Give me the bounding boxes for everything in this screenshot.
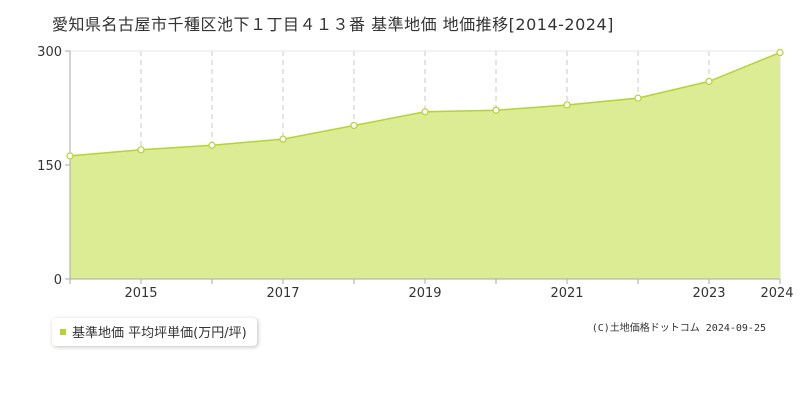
x-tick-label: 2015	[124, 286, 157, 301]
tick-labels: 0 150 300 2015 2017 2019 2021 2023 2024	[37, 45, 793, 301]
x-tick-label: 2021	[550, 286, 583, 301]
series-markers	[66, 48, 784, 160]
x-tick-label: 2019	[408, 286, 441, 301]
data-point	[137, 146, 145, 154]
y-tick-label: 300	[37, 45, 62, 60]
data-point	[705, 77, 713, 86]
legend-label: 基準地価 平均坪単価(万円/坪)	[72, 326, 247, 341]
y-tick-label: 150	[37, 159, 62, 174]
chart-title: 愛知県名古屋市千種区池下１丁目４１３番 基準地価 地価推移[2014-2024]	[52, 15, 614, 34]
data-point	[208, 141, 216, 149]
x-tick-label: 2017	[266, 286, 299, 301]
x-tick-label: 2024	[760, 286, 793, 301]
y-tick-label: 0	[54, 273, 62, 288]
data-point	[66, 152, 74, 160]
area-fill	[70, 52, 780, 279]
legend-swatch	[60, 328, 66, 335]
data-point	[563, 101, 571, 109]
data-point	[350, 121, 358, 130]
data-point	[421, 108, 429, 116]
series-area	[69, 51, 781, 279]
data-point	[279, 135, 287, 143]
data-point	[492, 106, 500, 114]
data-point	[634, 94, 642, 102]
copyright-credit: (C)土地価格ドットコム 2024-09-25	[591, 323, 766, 334]
legend: 基準地価 平均坪単価(万円/坪)	[52, 318, 257, 346]
axes	[65, 50, 781, 284]
x-tick-label: 2023	[692, 286, 725, 301]
data-point	[776, 48, 784, 57]
